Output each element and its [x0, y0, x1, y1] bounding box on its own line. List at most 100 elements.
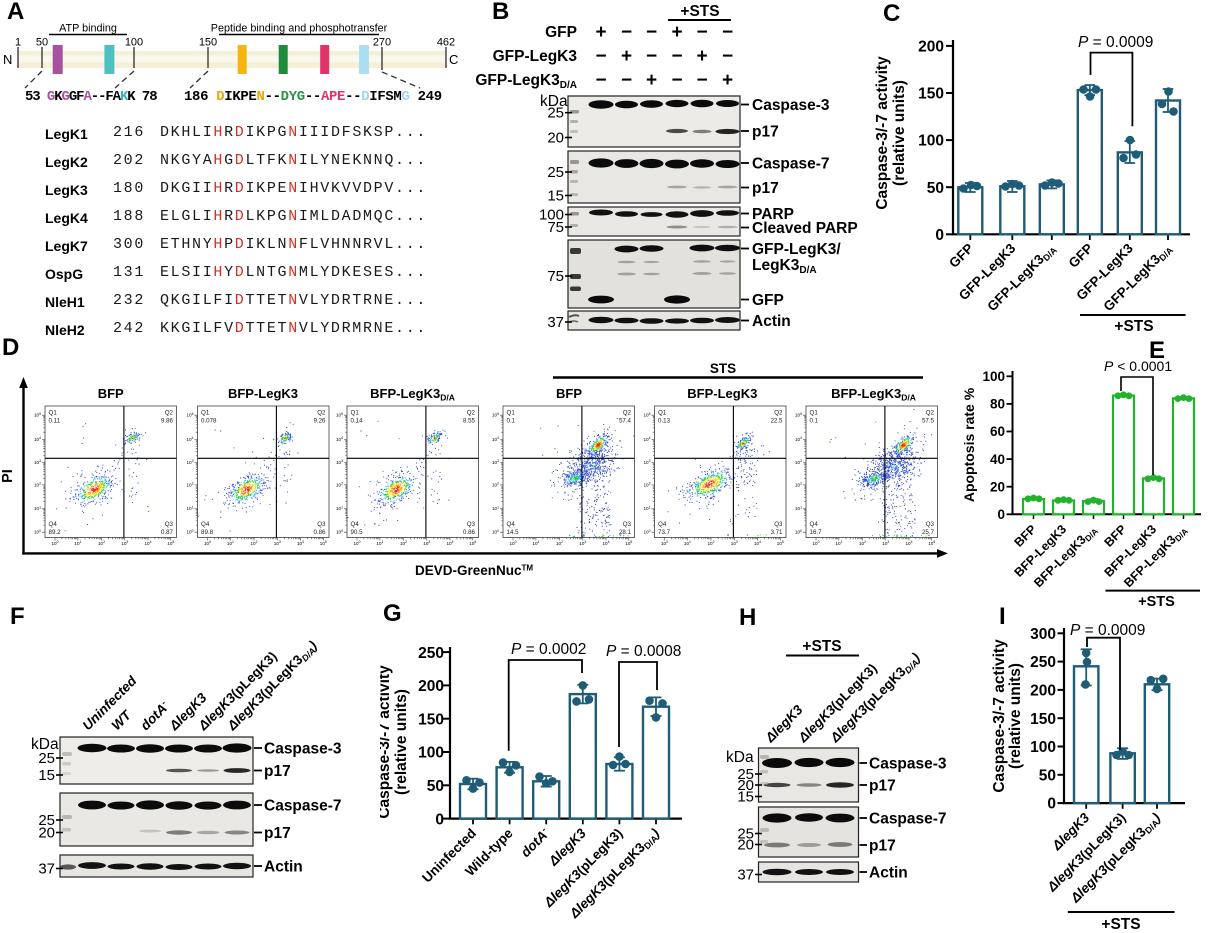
svg-text:Actin: Actin — [264, 859, 303, 876]
svg-text:−: − — [595, 46, 606, 67]
svg-text:−: − — [722, 22, 733, 43]
svg-text:101: 101 — [74, 540, 81, 546]
svg-text:103: 103 — [731, 540, 738, 546]
svg-text:100: 100 — [539, 207, 564, 224]
svg-text:100: 100 — [51, 540, 58, 546]
svg-text:(relative units): (relative units) — [393, 689, 410, 795]
svg-text:102: 102 — [556, 540, 563, 546]
svg-text:Apoptosis rate %: Apoptosis rate % — [961, 387, 977, 502]
svg-text:0: 0 — [435, 811, 444, 828]
svg-text:Q2: Q2 — [926, 410, 935, 417]
svg-text:−: − — [696, 70, 707, 91]
svg-text:105: 105 — [34, 412, 41, 418]
svg-text:101: 101 — [795, 505, 802, 511]
svg-text:102: 102 — [98, 540, 105, 546]
svg-text:100: 100 — [353, 540, 360, 546]
svg-text:50: 50 — [427, 778, 444, 795]
svg-text:105: 105 — [625, 540, 632, 546]
svg-text:0: 0 — [997, 507, 1005, 522]
svg-text:Q1: Q1 — [49, 410, 58, 417]
svg-text:200: 200 — [918, 39, 944, 56]
svg-text:462: 462 — [437, 37, 455, 49]
svg-text:300: 300 — [1030, 626, 1056, 643]
svg-text:101: 101 — [34, 505, 41, 511]
svg-text:14.5: 14.5 — [507, 529, 520, 536]
svg-text:104: 104 — [446, 540, 453, 546]
svg-text:+: + — [722, 70, 733, 91]
svg-text:Q2: Q2 — [467, 410, 476, 417]
svg-text:−: − — [671, 70, 682, 91]
svg-text:105: 105 — [469, 540, 476, 546]
svg-text:P = 0.0009: P = 0.0009 — [1078, 34, 1153, 51]
svg-text:102: 102 — [250, 540, 257, 546]
svg-text:57.5: 57.5 — [922, 418, 935, 425]
svg-text:102: 102 — [492, 482, 499, 488]
svg-text:100: 100 — [918, 133, 944, 150]
svg-text:Caspase-3/-7 activity: Caspase-3/-7 activity — [874, 56, 891, 210]
svg-text:100: 100 — [812, 540, 819, 546]
svg-text:105: 105 — [928, 540, 935, 546]
svg-text:103: 103 — [492, 459, 499, 465]
svg-text:P = 0.0009: P = 0.0009 — [1070, 622, 1145, 639]
svg-text:100: 100 — [492, 529, 499, 535]
svg-text:Q3: Q3 — [623, 521, 632, 528]
svg-text:104: 104 — [186, 436, 193, 442]
svg-text:104: 104 — [795, 436, 802, 442]
svg-text:BFP-LegK3D/A: BFP-LegK3D/A — [370, 386, 455, 403]
svg-text:102: 102 — [400, 540, 407, 546]
svg-text:25: 25 — [38, 750, 55, 767]
svg-text:+: + — [595, 22, 606, 43]
svg-text:0.078: 0.078 — [201, 418, 217, 425]
svg-text:BFP: BFP — [556, 386, 582, 401]
svg-text:50: 50 — [1039, 767, 1056, 784]
svg-text:101: 101 — [186, 505, 193, 511]
svg-text:9.86: 9.86 — [161, 418, 174, 425]
svg-text:101: 101 — [835, 540, 842, 546]
svg-text:STS: STS — [710, 361, 736, 376]
svg-text:p17: p17 — [869, 838, 896, 855]
svg-text:Q4: Q4 — [49, 521, 58, 528]
svg-text:20: 20 — [990, 479, 1005, 494]
svg-text:C: C — [449, 52, 458, 67]
svg-text:150: 150 — [1030, 711, 1056, 728]
svg-text:100: 100 — [418, 745, 444, 762]
svg-text:105: 105 — [320, 540, 327, 546]
svg-text:Q3: Q3 — [317, 521, 326, 528]
svg-text:105: 105 — [795, 412, 802, 418]
svg-text:Q2: Q2 — [774, 410, 783, 417]
svg-text:dotA-: dotA- — [137, 698, 172, 733]
svg-text:15: 15 — [547, 188, 564, 205]
svg-text:BFP-LegK3: BFP-LegK3 — [228, 386, 298, 401]
svg-text:50: 50 — [927, 180, 944, 197]
svg-text:20: 20 — [547, 130, 564, 147]
svg-text:103: 103 — [795, 459, 802, 465]
svg-text:25: 25 — [547, 105, 564, 122]
svg-text:200: 200 — [418, 678, 444, 695]
svg-text:104: 104 — [144, 540, 151, 546]
svg-text:Caspase-3: Caspase-3 — [869, 756, 947, 773]
svg-text:102: 102 — [643, 482, 650, 488]
svg-text:−: − — [696, 22, 707, 43]
svg-text:Q1: Q1 — [351, 410, 360, 417]
svg-text:Q2: Q2 — [623, 410, 632, 417]
svg-text:150: 150 — [199, 37, 217, 49]
svg-text:103: 103 — [579, 540, 586, 546]
svg-text:105: 105 — [186, 412, 193, 418]
svg-text:−: − — [646, 22, 657, 43]
svg-text:0.1: 0.1 — [810, 418, 819, 425]
svg-text:Q3: Q3 — [926, 521, 935, 528]
svg-text:101: 101 — [643, 505, 650, 511]
svg-text:GFP-LegK3D/A: GFP-LegK3D/A — [475, 72, 577, 91]
svg-text:101: 101 — [532, 540, 539, 546]
svg-text:Actin: Actin — [869, 865, 908, 882]
svg-text:0.1: 0.1 — [507, 418, 516, 425]
svg-text:GFP-LegK3: GFP-LegK3 — [493, 48, 578, 65]
svg-text:p17: p17 — [264, 825, 291, 842]
svg-text:Actin: Actin — [752, 313, 791, 330]
svg-text:105: 105 — [492, 412, 499, 418]
svg-text:100: 100 — [661, 540, 668, 546]
svg-text:37: 37 — [38, 861, 55, 878]
svg-text:kDa: kDa — [31, 736, 59, 753]
svg-text:Q2: Q2 — [165, 410, 174, 417]
svg-text:(relative units): (relative units) — [891, 80, 908, 186]
